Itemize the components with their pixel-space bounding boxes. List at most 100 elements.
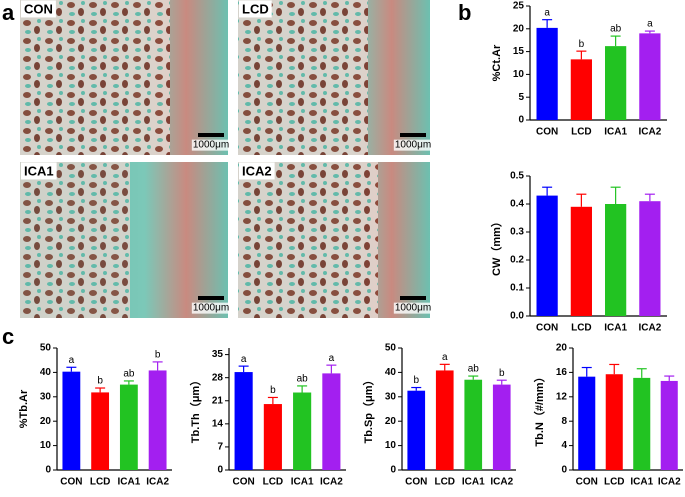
significance-letter: a [329, 353, 335, 364]
significance-letter: a [544, 7, 550, 18]
scale-background [191, 139, 231, 151]
x-tick-label: ICA2 [638, 323, 661, 334]
scale-bar [198, 133, 224, 137]
panel-label: a [2, 0, 15, 25]
bar [91, 392, 110, 470]
x-tick-label: CON [233, 477, 255, 488]
label-background [21, 162, 57, 180]
panel-label: c [2, 324, 14, 349]
bar [322, 373, 341, 470]
scale-label: 1000μm [395, 140, 431, 151]
bar [536, 27, 558, 120]
y-tick-label: 0 [390, 465, 396, 476]
micrograph [238, 0, 430, 155]
y-tick-label: 20 [556, 343, 568, 354]
y-tick-label: 20 [385, 416, 397, 427]
x-tick-label: LCD [604, 477, 625, 488]
y-axis-label: %Ct.Ar [491, 44, 503, 81]
y-tick-label: 4 [561, 440, 567, 451]
x-tick-label: LCD [263, 477, 284, 488]
image-label: LCD [242, 1, 269, 16]
y-tick-label: 30 [385, 391, 397, 402]
bar [605, 204, 627, 316]
bar [536, 195, 558, 316]
label-background [239, 0, 272, 18]
significance-letter: ab [123, 369, 135, 380]
micrograph [20, 0, 228, 155]
significance-letter: a [442, 352, 448, 363]
significance-letter: b [499, 368, 505, 379]
x-tick-label: CON [576, 477, 598, 488]
label-background [239, 162, 275, 180]
y-axis-label: CW（mm） [490, 216, 503, 276]
x-tick-label: ICA2 [320, 477, 343, 488]
bar [605, 374, 623, 470]
y-tick-label: 28 [212, 372, 224, 383]
significance-letter: ab [468, 364, 480, 375]
significance-letter: b [413, 375, 419, 386]
scale-background [393, 139, 433, 151]
scale-label: 1000μm [395, 303, 431, 314]
bar [633, 377, 651, 470]
image-label: CON [24, 1, 53, 16]
x-tick-label: ICA1 [604, 323, 627, 334]
x-tick-label: ICA1 [630, 477, 653, 488]
bar [660, 380, 678, 470]
y-axis-label: Tb.Th（μm） [189, 375, 202, 443]
scale-label: 1000μm [193, 140, 229, 151]
significance-letter: b [97, 376, 103, 387]
bar [263, 404, 282, 470]
x-tick-label: ICA2 [490, 477, 513, 488]
y-tick-label: 8 [561, 416, 567, 427]
y-tick-label: 0.0 [510, 311, 524, 322]
micrograph [20, 162, 228, 318]
y-tick-label: 10 [385, 440, 397, 451]
significance-letter: b [579, 39, 585, 50]
y-tick-label: 0.4 [510, 199, 524, 210]
x-tick-label: ICA2 [658, 477, 681, 488]
x-tick-label: ICA2 [638, 127, 661, 138]
significance-letter: ab [610, 24, 622, 35]
x-tick-label: ICA1 [462, 477, 485, 488]
bar [62, 371, 81, 470]
significance-letter: b [270, 385, 276, 396]
x-tick-label: LCD [434, 477, 455, 488]
y-tick-label: 20 [40, 416, 52, 427]
y-tick-label: 25 [513, 1, 525, 12]
micrograph [238, 162, 430, 318]
scale-label: 1000μm [193, 303, 229, 314]
bar [234, 372, 253, 470]
y-tick-label: 0.2 [510, 255, 524, 266]
y-tick-label: 7 [217, 442, 223, 453]
image-label: ICA2 [242, 163, 272, 178]
bar [464, 379, 483, 470]
y-tick-label: 40 [40, 367, 52, 378]
scale-background [393, 302, 433, 314]
y-tick-label: 0.1 [510, 283, 524, 294]
scale-bar [400, 296, 426, 300]
bar [435, 370, 454, 470]
y-tick-label: 0 [217, 465, 223, 476]
scale-bar [198, 296, 224, 300]
y-tick-label: 15 [513, 46, 525, 57]
y-tick-label: 16 [556, 367, 568, 378]
significance-letter: a [69, 355, 75, 366]
y-axis-label: %Tb.Ar [18, 389, 30, 428]
x-tick-label: ICA1 [604, 127, 627, 138]
y-tick-label: 30 [40, 391, 52, 402]
bar [639, 33, 661, 120]
y-tick-label: 35 [212, 349, 224, 360]
x-tick-label: LCD [90, 477, 111, 488]
x-tick-label: ICA1 [291, 477, 314, 488]
y-axis-label: Tb.Sp（μm） [362, 374, 375, 443]
bar [570, 206, 592, 316]
x-tick-label: CON [536, 127, 558, 138]
y-tick-label: 0 [518, 115, 524, 126]
bar [570, 59, 592, 120]
x-tick-label: CON [536, 323, 558, 334]
x-tick-label: LCD [571, 127, 592, 138]
bar [492, 384, 511, 470]
y-tick-label: 20 [513, 23, 525, 34]
bar [639, 201, 661, 316]
y-tick-label: 50 [40, 343, 52, 354]
